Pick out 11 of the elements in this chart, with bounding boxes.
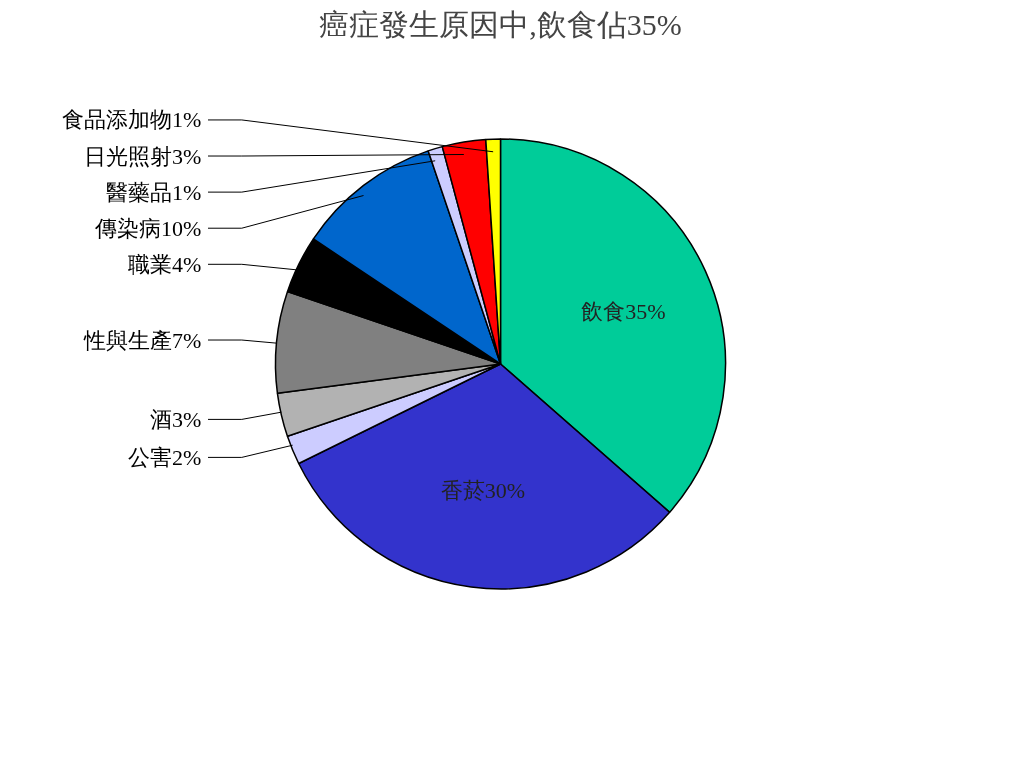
slice-label: 醫藥品1% — [105, 179, 202, 205]
slice-label: 酒3% — [149, 406, 202, 432]
slice-label: 香菸30% — [440, 477, 526, 503]
slice-label: 公害2% — [127, 444, 202, 470]
slice-label: 日光照射3% — [83, 143, 202, 169]
chart-title: 癌症發生原因中,飲食佔35% — [319, 7, 682, 41]
slice-label: 食品添加物1% — [61, 107, 202, 133]
slice-label: 性與生產7% — [82, 327, 202, 353]
slice-label: 職業4% — [127, 251, 202, 277]
slice-label: 飲食35% — [581, 298, 666, 324]
slice-label: 傳染病10% — [93, 215, 202, 241]
